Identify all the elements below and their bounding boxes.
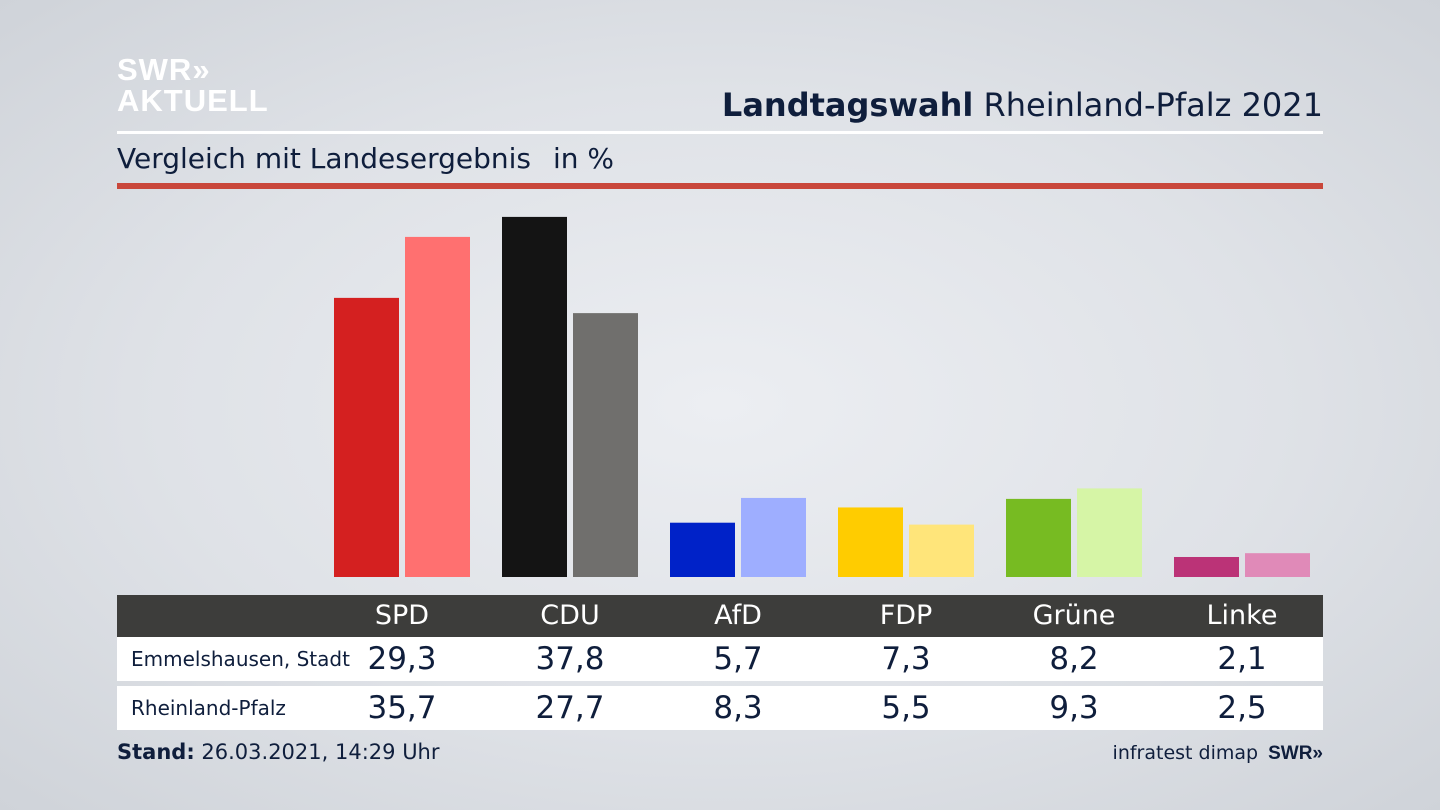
- bar-grüne-series-1: [1006, 498, 1071, 577]
- value-label: 8,2: [1049, 641, 1099, 677]
- subtitle-label: Vergleich mit Landesergebnis: [117, 142, 531, 175]
- subtitle-divider: [117, 183, 1323, 189]
- value-label: 2,1: [1217, 641, 1267, 677]
- swr-aktuell-logo: SWR» AKTUELL: [117, 54, 269, 116]
- bar-fdp-series-2: [909, 524, 974, 577]
- title-bold: Landtagswahl: [721, 86, 974, 124]
- column-header-2: AfD: [714, 600, 762, 631]
- column-header-0: SPD: [374, 600, 430, 631]
- value-label: 29,3: [367, 641, 437, 677]
- value-label: 35,7: [367, 690, 437, 726]
- column-header-3: FDP: [879, 600, 933, 631]
- bar-cdu-series-1: [502, 216, 567, 577]
- page-title: Landtagswahl Rheinland-Pfalz 2021: [722, 86, 1323, 124]
- table-row: Emmelshausen, Stadt 29,3 37,8 5,7 7,3 8,2 2,1: [117, 637, 1323, 681]
- value-label: 5,7: [713, 641, 763, 677]
- bar-afd-series-1: [670, 522, 735, 577]
- swr-brand-logo: SWR»: [1268, 743, 1323, 764]
- value-label: 7,3: [881, 641, 931, 677]
- table-header: SPD CDU AfD FDP Grüne Linke: [117, 595, 1323, 637]
- bar-linke-series-1: [1174, 556, 1239, 577]
- value-label: 2,5: [1217, 690, 1267, 726]
- results-table: SPD CDU AfD FDP Grüne Linke Emmelshausen, Sta…: [117, 595, 1323, 730]
- chart-subtitle: Vergleich mit Landesergebnis in %: [117, 142, 614, 175]
- value-label: 8,3: [713, 690, 763, 726]
- column-header-5: Linke: [1206, 600, 1278, 631]
- value-label: 27,7: [535, 690, 605, 726]
- stand-label: Stand:: [117, 740, 195, 764]
- column-header-4: Grüne: [1032, 600, 1116, 631]
- stand-value: 26.03.2021, 14:29 Uhr: [201, 740, 440, 764]
- source-credit: infratest dimap SWR»: [1113, 742, 1323, 765]
- column-header-1: CDU: [540, 600, 600, 631]
- timestamp: Stand: 26.03.2021, 14:29 Uhr: [117, 740, 440, 764]
- bar-cdu-series-2: [573, 313, 638, 577]
- logo-line-2: AKTUELL: [117, 83, 269, 118]
- subtitle-unit: in %: [552, 142, 615, 175]
- value-label: 37,8: [535, 641, 605, 677]
- header-divider: [117, 131, 1323, 134]
- bar-spd-series-1: [334, 297, 399, 577]
- row-label: Rheinland-Pfalz: [131, 696, 286, 720]
- title-rest: Rheinland-Pfalz 2021: [983, 86, 1323, 124]
- bar-fdp-series-1: [838, 507, 903, 577]
- bar-chart: [334, 216, 1310, 577]
- bar-afd-series-2: [741, 497, 806, 577]
- source-name: infratest dimap: [1112, 742, 1259, 764]
- bar-spd-series-2: [405, 236, 470, 577]
- value-label: 5,5: [881, 690, 931, 726]
- row-label: Emmelshausen, Stadt: [131, 647, 350, 671]
- bar-linke-series-2: [1245, 553, 1310, 577]
- value-label: 9,3: [1049, 690, 1099, 726]
- logo-line-1: SWR»: [117, 52, 211, 87]
- table-row: Rheinland-Pfalz 35,7 27,7 8,3 5,5 9,3 2,5: [117, 686, 1323, 730]
- bar-grüne-series-2: [1077, 488, 1142, 577]
